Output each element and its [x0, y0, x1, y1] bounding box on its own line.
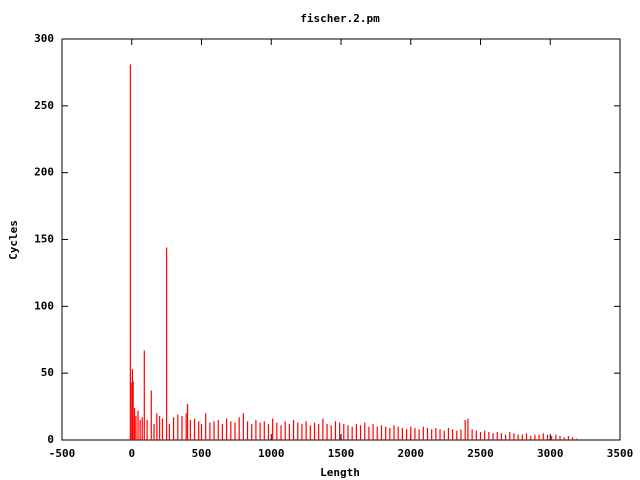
x-tick-label: 2500 [467, 447, 494, 460]
x-tick-label: 1000 [258, 447, 285, 460]
x-tick-label: 0 [128, 447, 135, 460]
plot-border [61, 38, 621, 441]
y-axis-label: Cycles [7, 220, 20, 260]
x-axis-label: Length [320, 466, 360, 479]
x-tick-label: 3000 [537, 447, 564, 460]
y-tick-label: 100 [34, 299, 54, 312]
y-tick-label: 150 [34, 233, 54, 246]
x-tick-label: 3500 [607, 447, 634, 460]
x-tick-label: -500 [49, 447, 76, 460]
y-tick-label: 50 [41, 366, 54, 379]
y-tick-label: 0 [47, 433, 54, 446]
y-tick-label: 300 [34, 32, 54, 45]
chart-title: fischer.2.pm [300, 12, 380, 25]
y-tick-label: 200 [34, 166, 54, 179]
y-tick-label: 250 [34, 99, 54, 112]
x-tick-label: 1500 [328, 447, 355, 460]
x-tick-label: 2000 [398, 447, 425, 460]
x-tick-label: 500 [192, 447, 212, 460]
